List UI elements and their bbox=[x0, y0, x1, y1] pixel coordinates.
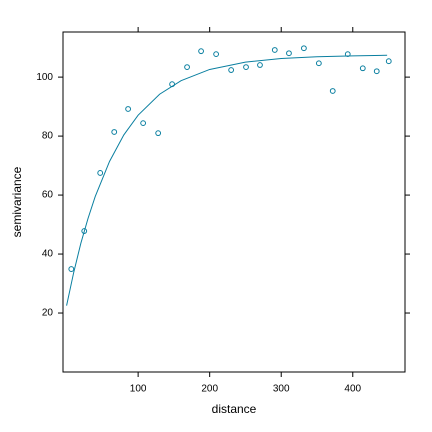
y-tick-label: 40 bbox=[42, 249, 54, 260]
data-point bbox=[271, 47, 278, 53]
x-tick-label: 300 bbox=[273, 384, 290, 395]
data-point bbox=[301, 45, 307, 52]
data-point bbox=[243, 64, 249, 70]
plot-frame bbox=[62, 31, 406, 373]
data-point bbox=[286, 50, 292, 57]
data-point bbox=[315, 60, 322, 67]
x-tick-label: 200 bbox=[201, 384, 218, 395]
data-point bbox=[228, 67, 235, 73]
data-point bbox=[213, 51, 220, 58]
data-point bbox=[68, 266, 75, 272]
data-point bbox=[344, 51, 351, 58]
x-axis-title: distance bbox=[212, 402, 257, 416]
data-point bbox=[81, 228, 88, 234]
data-point bbox=[359, 65, 366, 72]
y-axis-title: semivariance bbox=[10, 166, 24, 237]
data-point bbox=[184, 64, 190, 70]
y-tick-label: 80 bbox=[42, 131, 54, 142]
data-point bbox=[125, 106, 132, 112]
data-point bbox=[373, 68, 380, 75]
data-point bbox=[198, 48, 204, 55]
data-point bbox=[97, 170, 104, 176]
data-point bbox=[111, 129, 118, 135]
y-tick-label: 60 bbox=[42, 190, 54, 201]
x-tick-label: 400 bbox=[344, 384, 361, 395]
data-point bbox=[329, 88, 336, 94]
data-point bbox=[140, 120, 147, 127]
y-tick-label: 100 bbox=[36, 72, 53, 83]
data-point bbox=[257, 62, 263, 68]
fitted-line bbox=[66, 54, 388, 306]
data-point bbox=[385, 58, 392, 65]
y-tick-label: 20 bbox=[42, 308, 54, 319]
x-tick-label: 100 bbox=[130, 384, 147, 395]
data-point bbox=[155, 130, 162, 137]
